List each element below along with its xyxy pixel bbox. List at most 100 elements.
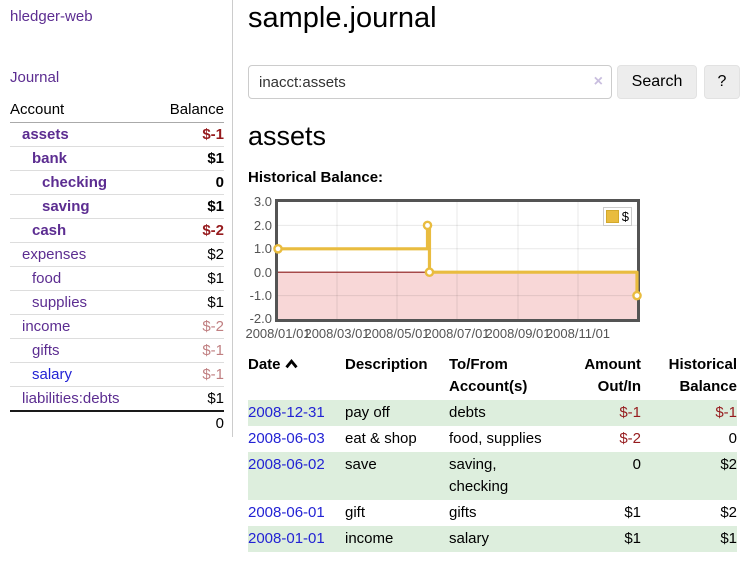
account-row: saving $1 bbox=[10, 194, 224, 219]
sort-ascending-icon bbox=[284, 354, 298, 376]
x-axis-tick-label: 2008/09/01 bbox=[485, 326, 551, 342]
account-balance: $2 bbox=[153, 242, 224, 267]
transaction-balance: $1 bbox=[641, 526, 737, 553]
search-button[interactable]: Search bbox=[617, 65, 697, 100]
x-axis-tick-label: 2008/03/01 bbox=[304, 326, 370, 342]
account-row: liabilities:debts $1 bbox=[10, 386, 224, 411]
transaction-amount: $-1 bbox=[563, 400, 641, 427]
x-axis-tick-label: 2008/05/01 bbox=[364, 326, 430, 342]
account-balance: $-1 bbox=[202, 126, 224, 143]
account-balance: $-2 bbox=[153, 314, 224, 339]
transaction-balance: $2 bbox=[641, 452, 737, 501]
transaction-amount: $1 bbox=[624, 504, 641, 522]
sidebar-nav: Journal bbox=[10, 69, 224, 86]
account-balance: $1 bbox=[153, 290, 224, 315]
app-brand-link[interactable]: hledger-web bbox=[10, 8, 93, 25]
y-axis-tick-label: 1.0 bbox=[253, 241, 272, 257]
app-brand: hledger-web bbox=[10, 8, 224, 25]
accounts-total-row: 0 bbox=[10, 410, 224, 435]
search-row: × Search ? bbox=[248, 65, 740, 100]
account-link[interactable]: assets bbox=[22, 126, 69, 143]
account-row: supplies $1 bbox=[10, 290, 224, 315]
transaction-amount: $-2 bbox=[619, 430, 641, 448]
account-link[interactable]: food bbox=[32, 270, 62, 287]
account-row: income $-2 bbox=[10, 314, 224, 339]
chart-legend: $ bbox=[602, 207, 632, 227]
account-balance: $-1 bbox=[153, 338, 224, 363]
app: hledger-web Journal Account Balance asse… bbox=[0, 0, 742, 553]
account-link[interactable]: liabilities:debts bbox=[22, 390, 120, 407]
account-link[interactable]: bank bbox=[32, 150, 68, 167]
account-balance: $-1 bbox=[153, 362, 224, 387]
account-balance: $1 bbox=[153, 386, 224, 411]
account-link[interactable]: expenses bbox=[22, 246, 87, 263]
account-link[interactable]: cash bbox=[32, 222, 67, 239]
account-link[interactable]: income bbox=[22, 318, 71, 335]
transaction-date-link[interactable]: 2008-06-01 bbox=[248, 504, 325, 522]
register-header-description: Description bbox=[345, 356, 428, 374]
chart-plot-area: $ bbox=[273, 199, 642, 323]
account-balance: $1 bbox=[153, 266, 224, 291]
transaction-description: save bbox=[345, 452, 449, 501]
transaction-amount: $1 bbox=[563, 526, 641, 553]
account-row: bank $1 bbox=[10, 146, 224, 171]
transaction-accounts: gifts bbox=[449, 504, 477, 522]
accounts-total-value: 0 bbox=[153, 410, 224, 435]
help-button[interactable]: ? bbox=[704, 65, 740, 100]
clear-search-icon[interactable]: × bbox=[593, 73, 603, 91]
legend-swatch-icon bbox=[605, 210, 619, 224]
transaction-accounts: food, supplies bbox=[449, 430, 542, 448]
transaction-description: income bbox=[345, 526, 449, 553]
account-link[interactable]: checking bbox=[42, 174, 108, 191]
sidebar: hledger-web Journal Account Balance asse… bbox=[0, 0, 233, 552]
accounts-header-account: Account bbox=[10, 98, 154, 123]
account-link[interactable]: saving bbox=[42, 198, 90, 215]
account-link[interactable]: supplies bbox=[32, 294, 88, 311]
transaction-accounts: debts bbox=[449, 400, 563, 427]
transaction-date-link[interactable]: 2008-06-03 bbox=[248, 430, 325, 448]
x-axis-tick-label: 2008/11/01 bbox=[545, 326, 611, 342]
transaction-accounts: saving, checking bbox=[449, 452, 563, 501]
transaction-accounts: salary bbox=[449, 526, 563, 553]
register-header-balance: Historical Balance bbox=[668, 356, 737, 396]
transaction-description: gift bbox=[345, 504, 366, 522]
register-row: 2008-12-31 pay off debts $-1 $-1 bbox=[248, 400, 737, 427]
account-row: food $1 bbox=[10, 266, 224, 291]
main-content: sample.journal × Search ? assets Histori… bbox=[233, 0, 742, 553]
y-axis-tick-label: 3.0 bbox=[253, 194, 272, 210]
register-header-date[interactable]: Date bbox=[248, 352, 345, 400]
transaction-description: pay off bbox=[345, 400, 449, 427]
search-input[interactable] bbox=[248, 65, 612, 100]
x-axis-tick-label: 2008/01/01 bbox=[245, 326, 311, 342]
register-header-amount: Amount Out/In bbox=[584, 356, 641, 396]
transaction-date-link[interactable]: 2008-01-01 bbox=[248, 530, 325, 548]
page-title: sample.journal bbox=[248, 2, 437, 34]
transaction-amount: 0 bbox=[563, 452, 641, 501]
register-row: 2008-06-03 eat & shop food, supplies $-2 0 bbox=[248, 426, 737, 452]
account-row: cash $-2 bbox=[10, 218, 224, 243]
historical-balance-chart: $ 3.0 2.0 1.0 0.0 -1.0 -2.0 2008/01/01 2008/03/… bbox=[245, 193, 740, 341]
account-row: checking 0 bbox=[10, 170, 224, 195]
accounts-table: Account Balance assets $-1 bank $1 checking 0… bbox=[10, 98, 224, 435]
account-row: expenses $2 bbox=[10, 242, 224, 267]
journal-link[interactable]: Journal bbox=[10, 69, 60, 86]
account-balance: $1 bbox=[153, 146, 224, 171]
account-heading: assets bbox=[248, 121, 327, 152]
register-header-accounts: To/From Account(s) bbox=[449, 356, 528, 396]
y-axis-tick-label: 0.0 bbox=[253, 264, 272, 280]
accounts-table-header: Account Balance bbox=[10, 98, 224, 123]
chart-caption: Historical Balance: bbox=[248, 169, 384, 187]
register-row: 2008-06-01 gift gifts $1 $2 bbox=[248, 500, 737, 526]
account-balance: $-2 bbox=[153, 218, 224, 243]
accounts-header-balance: Balance bbox=[153, 98, 224, 123]
account-link[interactable]: salary bbox=[32, 366, 73, 383]
legend-label: $ bbox=[621, 209, 629, 225]
transaction-date-link[interactable]: 2008-12-31 bbox=[248, 404, 325, 422]
transaction-balance: 0 bbox=[728, 430, 737, 448]
account-link[interactable]: gifts bbox=[32, 342, 60, 359]
transaction-date-link[interactable]: 2008-06-02 bbox=[248, 456, 325, 474]
y-axis-tick-label: -2.0 bbox=[249, 311, 272, 327]
y-axis-tick-label: -1.0 bbox=[249, 287, 272, 303]
account-row: gifts $-1 bbox=[10, 338, 224, 363]
transaction-description: eat & shop bbox=[345, 430, 417, 448]
